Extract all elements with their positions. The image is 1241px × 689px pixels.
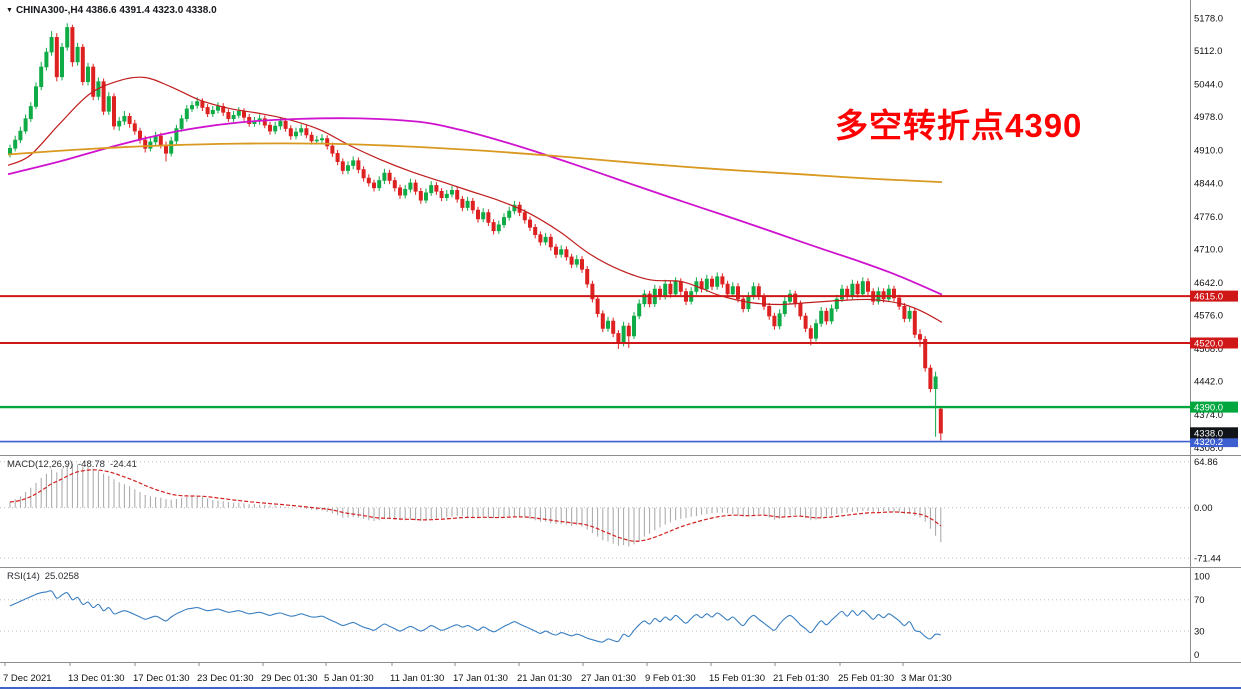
rsi-axis-label: 100 xyxy=(1194,571,1210,582)
price-axis-label: 5112.0 xyxy=(1194,46,1222,57)
time-axis-label: 9 Feb 01:30 xyxy=(645,673,696,684)
price-axis-label: 4442.0 xyxy=(1194,377,1223,388)
price-level-badge-text: 4390.0 xyxy=(1194,403,1223,414)
time-axis-label: 11 Jan 01:30 xyxy=(390,673,444,684)
up-candle-bodies xyxy=(8,27,938,389)
ma-fast-line xyxy=(7,76,943,323)
time-axis-label: 29 Dec 01:30 xyxy=(261,673,318,684)
macd-name: MACD(12,26,9) xyxy=(7,459,73,470)
rsi-axis-label: 30 xyxy=(1194,626,1205,637)
time-axis-label: 17 Dec 01:30 xyxy=(133,673,190,684)
rsi-value: 25.0258 xyxy=(44,571,80,582)
macd-axis-label: 0.00 xyxy=(1194,503,1213,514)
time-axis-label: 21 Feb 01:30 xyxy=(773,673,829,684)
price-level-badge xyxy=(1190,401,1238,413)
time-axis-label: 5 Jan 01:30 xyxy=(324,673,374,684)
price-level-badge xyxy=(1190,427,1238,439)
price-level-badge-text: 4320.2 xyxy=(1194,437,1223,448)
price-axis-label: 4508.0 xyxy=(1194,344,1223,355)
macd-signal-value: -24.41 xyxy=(109,459,137,470)
chart-annotation-text[interactable]: 多空转折点4390 xyxy=(835,107,1083,144)
price-axis-label: 4776.0 xyxy=(1194,212,1223,223)
rsi-indicator-label: RSI(14) 25.0258 xyxy=(7,571,79,582)
rsi-name: RSI(14) xyxy=(7,571,40,582)
macd-histogram xyxy=(9,463,942,547)
macd-signal-line xyxy=(9,469,942,542)
price-axis-label: 5178.0 xyxy=(1194,14,1223,25)
price-axis-label: 5044.0 xyxy=(1194,80,1223,91)
window-bottom-border xyxy=(0,687,1241,689)
time-axis-label: 13 Dec 01:30 xyxy=(68,673,125,684)
time-axis-label: 21 Jan 01:30 xyxy=(517,673,572,684)
ma-mid-line xyxy=(7,117,943,296)
price-axis-label: 4710.0 xyxy=(1194,244,1223,255)
price-axis-label: 4642.0 xyxy=(1194,278,1223,289)
macd-axis-label: 64.86 xyxy=(1194,457,1218,468)
macd-main-value: -48.78 xyxy=(78,459,105,470)
rsi-line xyxy=(9,590,941,643)
price-level-badge-text: 4338.0 xyxy=(1194,428,1223,439)
time-axis-label: 23 Dec 01:30 xyxy=(197,673,254,684)
time-axis-label: 27 Jan 01:30 xyxy=(581,673,636,684)
time-axis-label: 17 Jan 01:30 xyxy=(453,673,508,684)
price-level-badge xyxy=(1190,436,1238,448)
time-axis-label: 7 Dec 2021 xyxy=(3,673,52,684)
price-axis-label: 4910.0 xyxy=(1194,146,1223,157)
price-axis-label: 4844.0 xyxy=(1194,178,1223,189)
time-axis-label: 15 Feb 01:30 xyxy=(709,673,765,684)
down-candle-bodies xyxy=(54,27,943,434)
price-level-badge xyxy=(1190,337,1238,349)
price-axis-label: 4374.0 xyxy=(1194,410,1223,421)
price-axis-label: 4978.0 xyxy=(1194,112,1223,123)
price-axis-label: 4576.0 xyxy=(1194,311,1223,322)
symbol-ohlc-text: CHINA300-,H4 4386.6 4391.4 4323.0 4338.0 xyxy=(15,5,217,16)
symbol-marker-icon: ▼ xyxy=(6,7,13,14)
price-level-badge xyxy=(1190,290,1238,302)
macd-indicator-label: MACD(12,26,9) -48.78 -24.41 xyxy=(7,459,137,470)
rsi-axis-label: 70 xyxy=(1194,595,1205,606)
symbol-title: ▼ CHINA300-,H4 4386.6 4391.4 4323.0 4338.… xyxy=(6,5,217,16)
price-level-badge-text: 4615.0 xyxy=(1194,292,1223,303)
macd-axis-label: -71.44 xyxy=(1194,553,1221,564)
ma-slow-line xyxy=(7,142,943,183)
up-candle-wicks xyxy=(9,23,937,437)
price-level-badge-text: 4520.0 xyxy=(1194,339,1223,350)
price-axis-label: 4308.0 xyxy=(1194,443,1223,454)
time-axis-label: 3 Mar 01:30 xyxy=(901,673,952,684)
time-axis-label: 25 Feb 01:30 xyxy=(838,673,894,684)
rsi-axis-label: 0 xyxy=(1194,650,1199,661)
